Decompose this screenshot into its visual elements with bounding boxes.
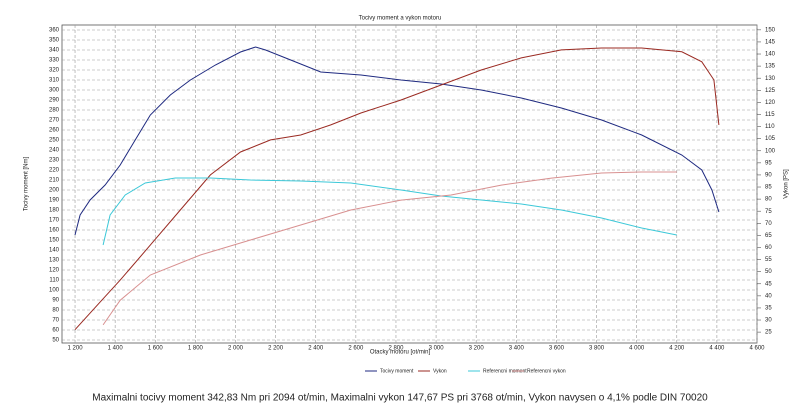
series-line: [74, 46, 720, 236]
y2-tick-label: 40: [765, 293, 772, 299]
y2-tick-label: 110: [765, 124, 775, 130]
y-tick-label: 210: [49, 178, 60, 184]
legend-label: Tocivy moment: [380, 368, 414, 374]
x-tick-label: 3 600: [549, 346, 565, 352]
x-tick-label: 3 800: [589, 346, 605, 352]
y-tick-label: 140: [49, 248, 60, 254]
y-tick-label: 170: [49, 218, 60, 224]
legend-label: Vykon: [433, 368, 447, 374]
y-tick-label: 220: [49, 168, 60, 174]
x-tick-label: 1 600: [148, 346, 164, 352]
y2-tick-label: 135: [765, 64, 776, 70]
y2-tick-label: 100: [765, 148, 776, 154]
y-tick-label: 130: [49, 258, 60, 264]
y2-tick-label: 35: [765, 306, 772, 312]
x-tick-label: 4 200: [669, 346, 685, 352]
y2-tick-label: 125: [765, 88, 776, 94]
y2-tick-label: 90: [765, 173, 772, 179]
y-tick-label: 330: [49, 58, 60, 64]
x-tick-label: 2 200: [268, 346, 284, 352]
x-tick-label: 3 200: [469, 346, 485, 352]
x-axis-label: Otacky motoru [ot/min]: [370, 350, 431, 356]
y-axis-label: Tocivy moment [Nm]: [24, 156, 30, 211]
y2-tick-label: 130: [765, 76, 776, 82]
y2-tick-label: 45: [765, 281, 772, 287]
x-tick-label: 2 800: [388, 346, 404, 352]
y-tick-label: 190: [49, 198, 60, 204]
y-tick-label: 120: [49, 268, 60, 274]
y-tick-label: 270: [49, 118, 60, 124]
y2-tick-label: 145: [765, 40, 776, 46]
y-tick-label: 60: [52, 328, 59, 334]
legend-label: Referencni vykon: [527, 368, 566, 374]
y-tick-label: 290: [49, 98, 60, 104]
y-tick-label: 230: [49, 158, 60, 164]
x-tick-label: 4 600: [749, 346, 765, 352]
y-tick-label: 260: [49, 128, 60, 134]
y2-axis-label: Vykon [PS]: [784, 169, 790, 199]
y-tick-label: 110: [49, 278, 59, 284]
y-tick-label: 80: [52, 308, 59, 314]
legend-label: Referencni moment: [483, 368, 527, 374]
y2-tick-label: 95: [765, 160, 772, 166]
y-tick-label: 350: [49, 38, 60, 44]
x-tick-label: 3 400: [509, 346, 525, 352]
y2-tick-label: 55: [765, 257, 772, 263]
y2-tick-label: 115: [765, 112, 775, 118]
x-tick-label: 4 000: [629, 346, 645, 352]
x-tick-label: 1 400: [108, 346, 124, 352]
y2-tick-label: 60: [765, 245, 772, 251]
y2-tick-label: 30: [765, 318, 772, 324]
x-tick-label: 4 400: [709, 346, 725, 352]
y-tick-label: 70: [52, 318, 59, 324]
x-tick-label: 2 600: [348, 346, 364, 352]
y-tick-label: 150: [49, 238, 60, 244]
y-tick-label: 180: [49, 208, 60, 214]
y-tick-label: 340: [49, 48, 60, 54]
chart-title: Tocivy moment a vykon motoru: [359, 16, 442, 22]
x-tick-label: 2 400: [308, 346, 324, 352]
y2-tick-label: 140: [765, 52, 776, 58]
y2-tick-label: 25: [765, 330, 772, 336]
y-tick-label: 320: [49, 68, 60, 74]
x-tick-label: 1 200: [68, 346, 84, 352]
y-tick-label: 160: [49, 228, 60, 234]
y2-tick-label: 85: [765, 185, 772, 191]
y2-tick-label: 150: [765, 27, 776, 33]
y2-tick-label: 50: [765, 269, 772, 275]
y2-tick-label: 75: [765, 209, 772, 215]
y-tick-label: 280: [49, 108, 60, 114]
y2-tick-label: 65: [765, 233, 772, 239]
x-tick-label: 2 000: [228, 346, 244, 352]
y-tick-label: 250: [49, 138, 60, 144]
series-line: [102, 171, 677, 326]
y2-tick-label: 120: [765, 100, 776, 106]
y-tick-label: 90: [52, 298, 59, 304]
y-tick-label: 200: [49, 188, 60, 194]
y2-tick-label: 70: [765, 221, 772, 227]
y-tick-label: 300: [49, 88, 60, 94]
series-line: [102, 177, 677, 246]
y-tick-label: 360: [49, 28, 60, 34]
series-line: [74, 47, 720, 331]
y-tick-label: 50: [52, 338, 59, 344]
y2-tick-label: 80: [765, 197, 772, 203]
plot-frame: [61, 24, 758, 344]
y2-tick-label: 105: [765, 136, 776, 142]
y-tick-label: 310: [49, 78, 60, 84]
x-tick-label: 3 000: [429, 346, 445, 352]
x-tick-label: 1 800: [188, 346, 204, 352]
y-tick-label: 100: [49, 288, 60, 294]
caption: Maximalni tocivy moment 342,83 Nm pri 20…: [92, 393, 708, 404]
y-tick-label: 240: [49, 148, 60, 154]
